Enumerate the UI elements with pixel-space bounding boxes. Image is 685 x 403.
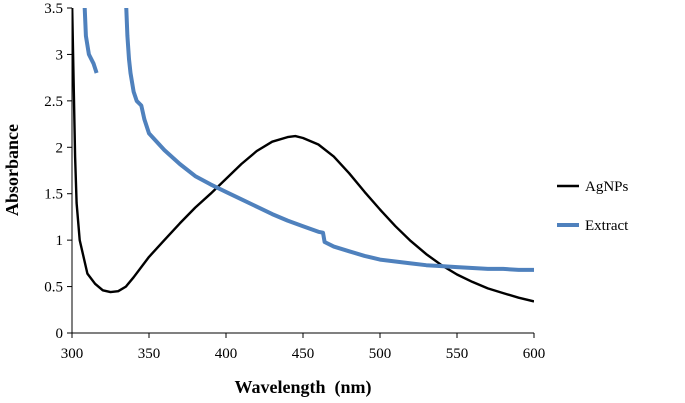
legend-label: Extract: [585, 218, 629, 234]
tick-labels: 0 0.5 1 1.5 2 2.5 3 3.5 300 350 400 450 500 550 600: [44, 1, 545, 362]
series-line-extract: [124, 8, 534, 272]
x-tick-label: 600: [523, 346, 546, 362]
x-tick-label: 400: [215, 346, 238, 362]
legend: AgNPs Extract: [557, 179, 629, 234]
series-line-agnps: [72, 8, 534, 303]
x-tick-label: 500: [369, 346, 392, 362]
x-tick-label: 350: [138, 346, 161, 362]
x-axis-title: Wavelength (nm): [235, 377, 372, 398]
y-tick-label: 3.5: [44, 1, 63, 17]
y-tick-label: 2: [56, 140, 64, 156]
series-extract: [82, 8, 534, 272]
y-axis-title: Absorbance: [2, 124, 22, 216]
y-tick-label: 1: [56, 233, 64, 249]
y-tick-label: 3: [56, 47, 64, 63]
y-tick-label: 0: [56, 326, 64, 342]
x-tick-label: 300: [61, 346, 84, 362]
data-series: [72, 8, 534, 303]
series-line-extract: [82, 8, 99, 74]
legend-item-extract: Extract: [557, 218, 629, 234]
y-tick-label: 1.5: [44, 187, 63, 203]
y-tick-label: 2.5: [44, 94, 63, 110]
axes: [71, 8, 534, 334]
legend-label: AgNPs: [585, 179, 629, 195]
series-agnps: [72, 8, 534, 303]
x-tick-label: 550: [446, 346, 469, 362]
legend-item-agnps: AgNPs: [557, 179, 629, 195]
y-tick-label: 0.5: [44, 280, 63, 296]
x-tick-label: 450: [292, 346, 315, 362]
